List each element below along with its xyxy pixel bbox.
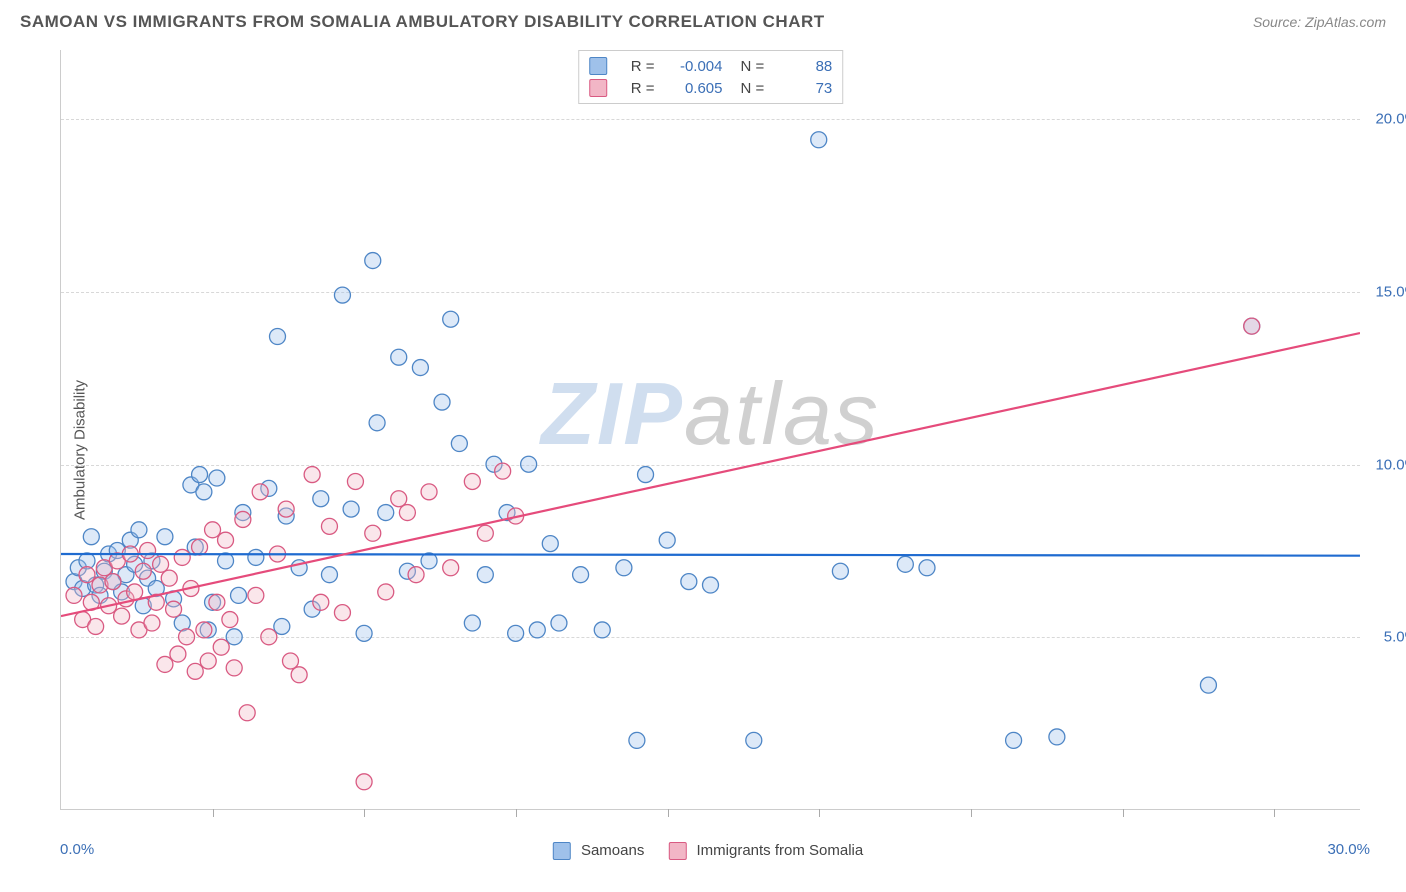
- x-tick: [213, 809, 214, 817]
- y-tick-label: 10.0%: [1375, 456, 1406, 473]
- chart-title: SAMOAN VS IMMIGRANTS FROM SOMALIA AMBULA…: [20, 12, 825, 32]
- legend-label-series-2: Immigrants from Somalia: [697, 842, 864, 859]
- legend-label-series-1: Samoans: [581, 842, 644, 859]
- r-label: R =: [631, 80, 655, 97]
- x-tick: [1274, 809, 1275, 817]
- legend-row-series-1: R = -0.004 N = 88: [589, 55, 833, 77]
- r-value-series-2: 0.605: [673, 80, 723, 97]
- legend-row-series-2: R = 0.605 N = 73: [589, 77, 833, 99]
- n-label: N =: [741, 80, 765, 97]
- n-label: N =: [741, 58, 765, 75]
- x-axis-start-label: 0.0%: [60, 841, 94, 858]
- r-value-series-1: -0.004: [673, 58, 723, 75]
- x-tick: [971, 809, 972, 817]
- legend-item-series-2: Immigrants from Somalia: [668, 842, 863, 860]
- swatch-series-1: [589, 57, 607, 75]
- legend-item-series-1: Samoans: [553, 842, 645, 860]
- y-tick-label: 5.0%: [1384, 629, 1406, 646]
- swatch-series-2: [668, 842, 686, 860]
- r-label: R =: [631, 58, 655, 75]
- trend-lines-layer: [61, 50, 1360, 809]
- y-tick-label: 15.0%: [1375, 283, 1406, 300]
- swatch-series-1: [553, 842, 571, 860]
- x-tick: [516, 809, 517, 817]
- x-tick: [1123, 809, 1124, 817]
- series-legend: Samoans Immigrants from Somalia: [553, 842, 863, 860]
- source-label: Source: ZipAtlas.com: [1253, 14, 1386, 30]
- x-tick: [668, 809, 669, 817]
- y-tick-label: 20.0%: [1375, 111, 1406, 128]
- trend-line: [61, 554, 1360, 556]
- swatch-series-2: [589, 79, 607, 97]
- trend-line: [61, 333, 1360, 616]
- plot-area: R = -0.004 N = 88 R = 0.605 N = 73 ZIPat…: [60, 50, 1360, 810]
- x-tick: [364, 809, 365, 817]
- x-tick: [819, 809, 820, 817]
- chart-container: Ambulatory Disability R = -0.004 N = 88 …: [18, 40, 1398, 860]
- correlation-legend: R = -0.004 N = 88 R = 0.605 N = 73: [578, 50, 844, 104]
- x-axis-end-label: 30.0%: [1327, 841, 1370, 858]
- n-value-series-2: 73: [782, 80, 832, 97]
- n-value-series-1: 88: [782, 58, 832, 75]
